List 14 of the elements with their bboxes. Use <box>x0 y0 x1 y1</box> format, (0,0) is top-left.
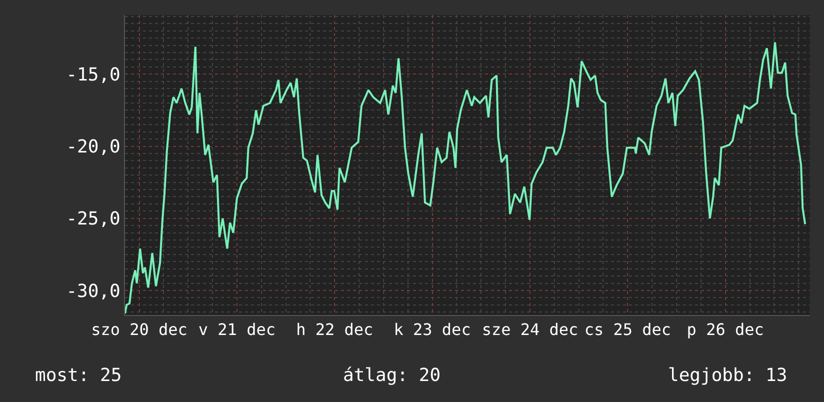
x-tick-label: k 23 dec <box>394 320 471 340</box>
text: átlag: 20 <box>343 365 441 386</box>
y-tick-label: -15,0 <box>66 64 120 86</box>
y-tick-label: -30,0 <box>66 280 120 302</box>
y-tick-label: -20,0 <box>66 136 120 158</box>
x-tick-label: cs 25 dec <box>584 320 672 340</box>
text: most: 25 <box>35 365 122 386</box>
x-tick-label: sze 24 dec <box>482 320 578 340</box>
text: legjobb: 13 <box>668 365 788 386</box>
y-tick-label: -25,0 <box>66 208 120 230</box>
x-tick-label: h 22 dec <box>296 320 374 340</box>
x-tick-label: v 21 dec <box>198 320 276 340</box>
x-tick-label: szo 20 dec <box>91 320 188 340</box>
x-tick-label: p 26 dec <box>686 320 764 340</box>
